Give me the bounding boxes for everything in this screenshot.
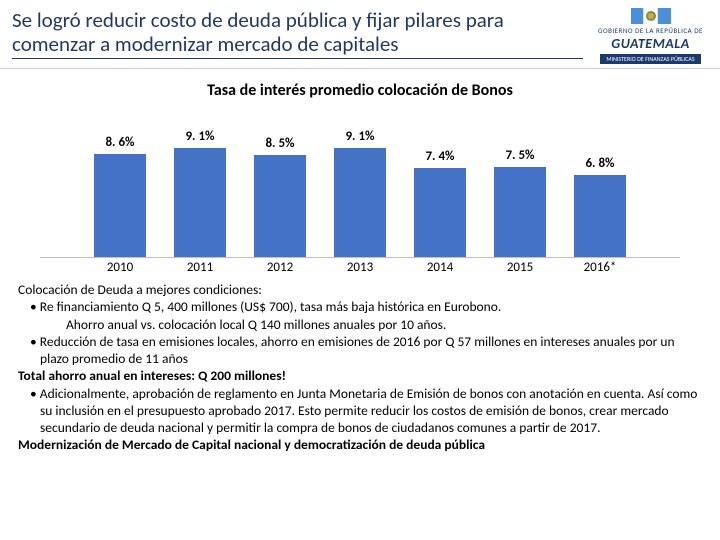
chart-section: Tasa de interés promedio colocación de B… (0, 69, 720, 279)
bar-group: 6. 8% (560, 108, 640, 257)
logo-main-text: GUATEMALA (611, 35, 689, 52)
logo-sub-text: MINISTERIO DE FINANZAS PÚBLICAS (600, 54, 700, 64)
bar-group: 7. 5% (480, 108, 560, 257)
bar-value-label: 7. 5% (505, 148, 534, 163)
body-bullet: • Reducción de tasa en emisiones locales… (18, 333, 702, 368)
body-line-bold: Total ahorro anual en intereses: Q 200 m… (18, 367, 702, 384)
page-title: Se logró reducir costo de deuda pública … (12, 8, 583, 59)
bar (94, 154, 146, 257)
bar-group: 8. 6% (80, 108, 160, 257)
x-axis-label: 2016* (560, 260, 640, 275)
bar-value-label: 6. 8% (585, 156, 614, 171)
logo-top-text: GOBIERNO DE LA REPÚBLICA DE (598, 26, 703, 35)
bar (174, 148, 226, 257)
bar-value-label: 8. 6% (105, 135, 134, 150)
bar-value-label: 9. 1% (345, 129, 374, 144)
bar (334, 148, 386, 257)
bar (494, 167, 546, 257)
bar-group: 7. 4% (400, 108, 480, 257)
bar-group: 9. 1% (320, 108, 400, 257)
bar-group: 9. 1% (160, 108, 240, 257)
header: Se logró reducir costo de deuda pública … (0, 0, 720, 69)
bar-group: 8. 5% (240, 108, 320, 257)
x-axis-label: 2013 (320, 260, 400, 275)
x-axis-label: 2010 (80, 260, 160, 275)
bar (574, 175, 626, 257)
x-axis-label: 2011 (160, 260, 240, 275)
x-axis-label: 2012 (240, 260, 320, 275)
body-line-bold: Modernización de Mercado de Capital naci… (18, 436, 702, 453)
x-axis-label: 2015 (480, 260, 560, 275)
bar-value-label: 9. 1% (185, 129, 214, 144)
x-axis-labels: 2010201120122013201420152016* (40, 258, 680, 275)
body-bullet: • Adicionalmente, aprobación de reglamen… (18, 385, 702, 437)
body-text: Colocación de Deuda a mejores condicione… (0, 279, 720, 464)
flag-icon (631, 8, 671, 24)
bar-value-label: 8. 5% (265, 136, 294, 151)
chart-title: Tasa de interés promedio colocación de B… (40, 81, 680, 100)
bar-chart: 8. 6% 9. 1% 8. 5% 9. 1% 7. 4% 7. 5% 6. 8% (40, 108, 680, 258)
body-line: Colocación de Deuda a mejores condicione… (18, 281, 702, 298)
title-area: Se logró reducir costo de deuda pública … (12, 8, 593, 59)
bar (254, 155, 306, 257)
x-axis-label: 2014 (400, 260, 480, 275)
guatemala-logo: GOBIERNO DE LA REPÚBLICA DE GUATEMALA MI… (593, 8, 708, 64)
body-subline: Ahorro anual vs. colocación local Q 140 … (18, 316, 702, 333)
body-bullet: • Re financiamiento Q 5, 400 millones (U… (18, 298, 702, 315)
bar (414, 168, 466, 257)
bar-value-label: 7. 4% (425, 149, 454, 164)
